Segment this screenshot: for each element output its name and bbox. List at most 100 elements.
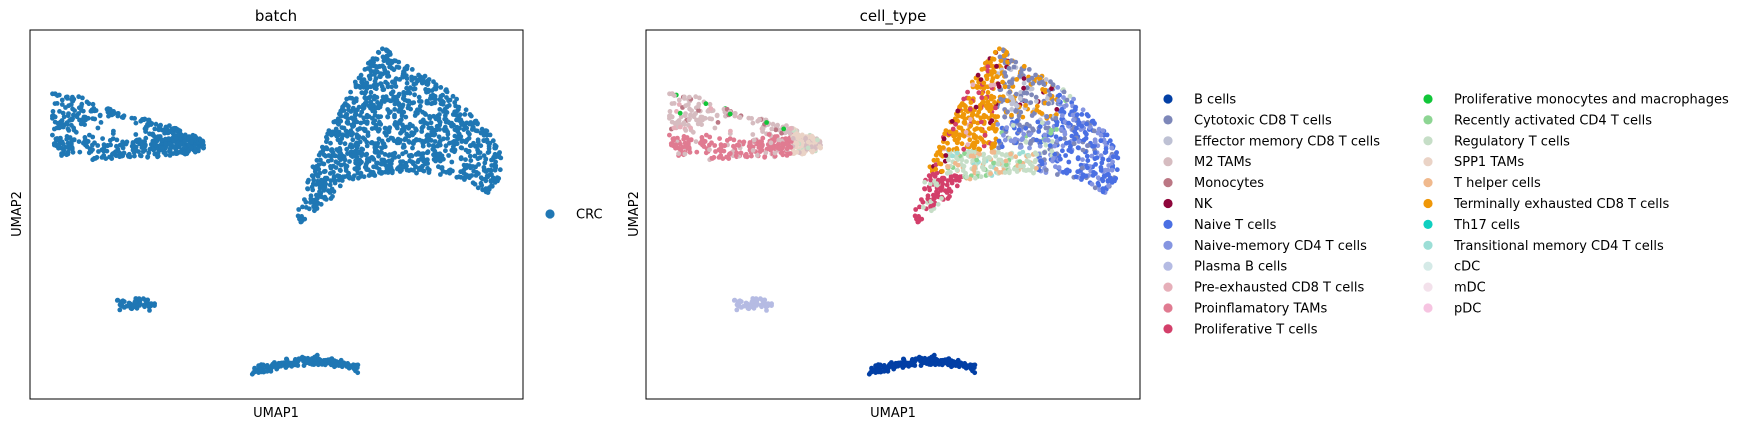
cell-point bbox=[1016, 127, 1022, 133]
cell-point bbox=[357, 157, 363, 163]
cell-point bbox=[1109, 145, 1115, 151]
cell-point bbox=[1048, 127, 1054, 133]
cell-point bbox=[939, 196, 944, 201]
cell-point bbox=[52, 141, 58, 147]
legend-label: Proinflamatory TAMs bbox=[1194, 302, 1328, 317]
cell-point bbox=[454, 117, 459, 123]
cell-point bbox=[727, 136, 733, 142]
cell-point bbox=[338, 108, 344, 114]
cell-point bbox=[351, 123, 357, 129]
cell-point bbox=[922, 179, 928, 185]
cell-point bbox=[939, 169, 945, 174]
cell-point bbox=[361, 115, 367, 121]
cell-point bbox=[443, 148, 448, 154]
cell-point bbox=[962, 151, 967, 157]
cell-point bbox=[337, 167, 343, 173]
cell-point bbox=[401, 163, 406, 169]
cell-point bbox=[454, 141, 460, 147]
cell-point bbox=[1031, 170, 1036, 176]
cell-point bbox=[327, 357, 333, 362]
cell-point bbox=[1087, 125, 1093, 130]
cell-point bbox=[273, 363, 279, 369]
cell-point bbox=[1054, 107, 1060, 112]
cell-point bbox=[1027, 132, 1033, 138]
cell-point bbox=[363, 99, 369, 105]
cell-point bbox=[1053, 134, 1059, 140]
cell-point bbox=[467, 121, 472, 127]
cell-point bbox=[120, 115, 126, 120]
cell-point bbox=[734, 150, 739, 156]
cell-point bbox=[988, 171, 993, 177]
cell-point bbox=[1024, 158, 1030, 164]
cell-point bbox=[349, 95, 355, 101]
cell-point bbox=[364, 112, 370, 118]
cell-point bbox=[463, 107, 469, 113]
cell-point bbox=[702, 115, 708, 121]
cell-point bbox=[757, 139, 763, 145]
cell-point bbox=[411, 167, 416, 173]
cell-point bbox=[718, 148, 724, 153]
cell-point bbox=[91, 106, 97, 111]
cell-point bbox=[965, 89, 970, 95]
cell-point bbox=[388, 109, 393, 115]
cell-point bbox=[60, 141, 66, 147]
cell-point bbox=[396, 91, 402, 97]
cell-point bbox=[402, 137, 408, 143]
cell-point bbox=[677, 124, 683, 130]
cell-point bbox=[680, 145, 686, 150]
cell-point bbox=[401, 70, 407, 75]
cell-point bbox=[417, 165, 422, 171]
legend-marker bbox=[1423, 157, 1433, 167]
cell-point bbox=[1047, 143, 1053, 149]
cell-point bbox=[738, 299, 744, 304]
cell-point bbox=[697, 117, 702, 122]
cell-point bbox=[426, 167, 432, 173]
cell-point bbox=[945, 140, 950, 146]
cell-point bbox=[961, 120, 967, 125]
cell-point bbox=[353, 368, 358, 374]
cell-point bbox=[380, 46, 385, 52]
cell-point bbox=[344, 361, 349, 367]
cell-point bbox=[1032, 159, 1038, 165]
legend-label: Regulatory T cells bbox=[1454, 134, 1570, 149]
cell-point bbox=[920, 199, 926, 205]
cell-point bbox=[320, 144, 325, 150]
cell-point bbox=[1004, 50, 1010, 55]
cell-point bbox=[361, 119, 367, 125]
cell-point bbox=[193, 148, 199, 154]
cell-point bbox=[978, 77, 984, 82]
cell-point bbox=[417, 98, 422, 104]
cell-point bbox=[1007, 89, 1013, 95]
legend-label: mDC bbox=[1454, 281, 1486, 296]
cell-point bbox=[1083, 135, 1089, 141]
cell-point bbox=[937, 161, 942, 166]
cell-point bbox=[447, 97, 453, 103]
cell-point bbox=[65, 94, 70, 100]
cell-point bbox=[975, 72, 981, 78]
cell-point bbox=[1114, 150, 1119, 155]
cell-point bbox=[156, 127, 162, 133]
cell-point bbox=[401, 90, 407, 95]
cell-point bbox=[57, 109, 62, 114]
cell-point bbox=[314, 196, 320, 202]
cell-point bbox=[935, 201, 941, 207]
cell-point bbox=[317, 189, 322, 195]
cell-point bbox=[164, 126, 170, 132]
cell-point bbox=[776, 146, 782, 152]
cell-point bbox=[1018, 144, 1024, 150]
cell-point bbox=[951, 361, 956, 367]
cell-point bbox=[316, 166, 322, 172]
cell-point bbox=[348, 89, 353, 95]
cell-point bbox=[693, 94, 699, 100]
cell-point bbox=[1016, 113, 1022, 119]
cell-point bbox=[350, 176, 356, 182]
cell-point bbox=[1042, 137, 1048, 143]
cell-point bbox=[991, 160, 996, 166]
cell-point bbox=[1040, 87, 1045, 92]
cell-point bbox=[67, 135, 73, 140]
cell-point bbox=[990, 56, 995, 62]
cell-point bbox=[1061, 95, 1066, 100]
cell-point bbox=[141, 296, 146, 302]
cell-point bbox=[978, 126, 984, 132]
